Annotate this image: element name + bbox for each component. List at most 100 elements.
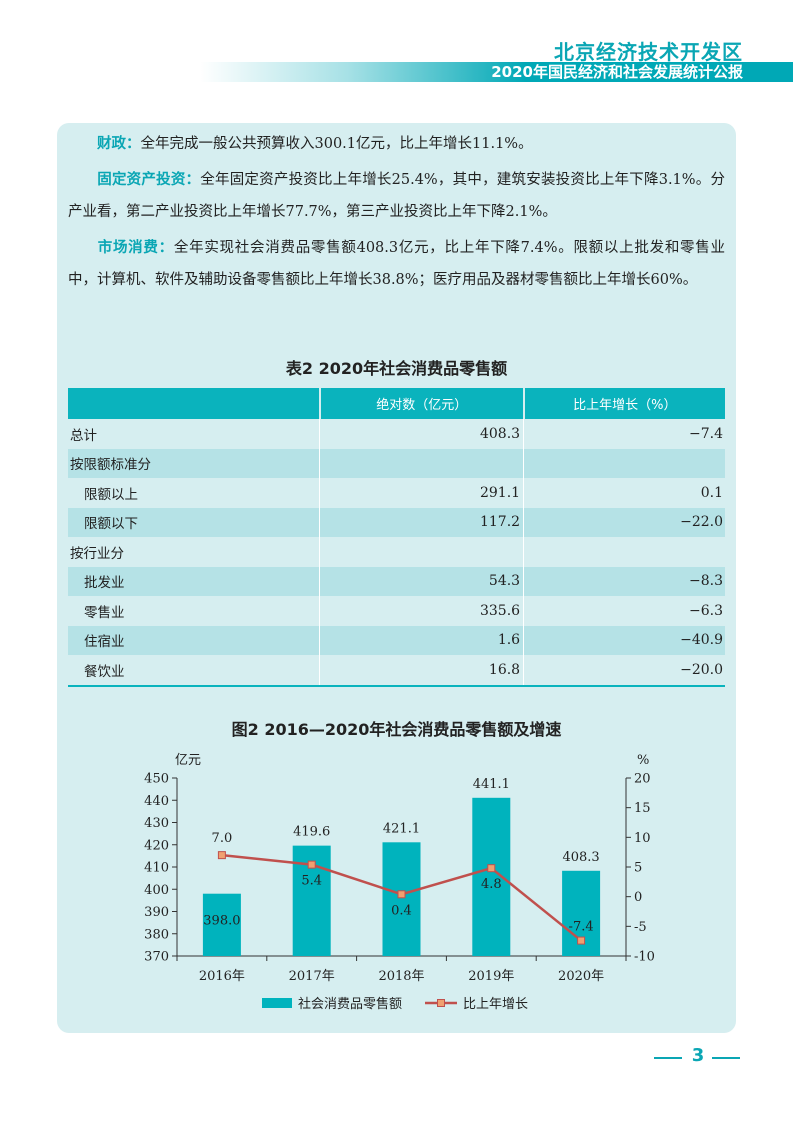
growth-marker — [487, 864, 496, 873]
y-right-tick-label: 0 — [634, 890, 642, 905]
table-header-cell — [68, 388, 320, 419]
bar — [382, 842, 421, 956]
paragraph-investment: 固定资产投资：全年固定资产投资比上年增长25.4%，其中，建筑安装投资比上年下降… — [68, 164, 725, 228]
table-title: 表2 2020年社会消费品零售额 — [285, 359, 508, 378]
row-growth — [523, 537, 725, 567]
x-tick-label: 2016年 — [199, 969, 245, 984]
paragraph-text: 全年完成一般公共预算收入300.1亿元，比上年增长11.1%。 — [140, 136, 533, 152]
report-header-subtitle: 2020年国民经济和社会发展统计公报 — [491, 63, 743, 81]
row-growth — [523, 448, 725, 478]
row-growth: −8.3 — [523, 566, 725, 596]
paragraph-text: 全年实现社会消费品零售额408.3亿元，比上年下降7.4%。限额以上批发和零售业… — [68, 240, 725, 288]
table-header-row: 绝对数（亿元） 比上年增长（%） — [68, 388, 725, 419]
row-growth: 0.1 — [523, 478, 725, 508]
y-left-tick-label: 430 — [144, 816, 169, 831]
line-data-label: 5.4 — [301, 874, 322, 889]
line-data-label: -7.4 — [569, 920, 594, 935]
row-growth: −6.3 — [523, 596, 725, 626]
x-tick-label: 2019年 — [468, 969, 514, 984]
legend-bar-label: 社会消费品零售额 — [298, 996, 402, 1012]
page-number-rule-left — [654, 1057, 682, 1059]
row-label: 零售业 — [84, 604, 125, 621]
y-left-tick-label: 390 — [144, 905, 169, 920]
row-value: 408.3 — [319, 419, 524, 449]
table-row: 按行业分 — [68, 537, 725, 567]
line-data-label: 7.0 — [212, 831, 233, 846]
y-right-tick-label: 10 — [634, 831, 651, 846]
row-label: 总计 — [70, 427, 97, 444]
y-left-tick-label: 450 — [144, 772, 169, 787]
x-tick-label: 2020年 — [558, 969, 604, 984]
y-right-tick-label: -5 — [634, 920, 647, 935]
paragraph-text: 全年固定资产投资比上年增长25.4%，其中，建筑安装投资比上年下降3.1%。分产… — [68, 172, 725, 220]
table-row: 限额以上 291.1 0.1 — [68, 478, 725, 508]
row-value: 335.6 — [319, 596, 524, 626]
chart-title: 图2 2016—2020年社会消费品零售额及增速 — [231, 720, 562, 739]
table-row: 批发业 54.3 −8.3 — [68, 566, 725, 596]
growth-marker — [217, 851, 226, 860]
row-value: 16.8 — [319, 655, 524, 687]
y-axis-left-label: 亿元 — [175, 753, 201, 768]
retail-sales-table: 绝对数（亿元） 比上年增长（%） 总计 408.3 −7.4 按限额标准分 限额… — [68, 388, 725, 687]
line-data-label: 0.4 — [391, 903, 412, 918]
row-value: 291.1 — [319, 478, 524, 508]
row-value: 54.3 — [319, 566, 524, 596]
y-right-tick-label: 15 — [634, 801, 651, 816]
y-right-tick-label: 20 — [634, 772, 651, 787]
table-row: 零售业 335.6 −6.3 — [68, 596, 725, 626]
chart-bars: 398.0 419.6 421.1 441.1 408.3 — [202, 777, 601, 956]
y-right-tick-label: -10 — [634, 950, 655, 965]
y-axis-right-label: % — [637, 753, 649, 768]
growth-marker — [577, 936, 586, 945]
row-label: 按限额标准分 — [68, 448, 320, 478]
page-number: 3 — [691, 1045, 705, 1066]
legend-line-marker — [437, 999, 445, 1007]
x-tick-label: 2017年 — [289, 969, 335, 984]
y-left-tick-label: 370 — [144, 950, 169, 965]
x-tick-label: 2018年 — [378, 969, 424, 984]
bar — [202, 893, 241, 956]
row-value: 1.6 — [319, 625, 524, 655]
y-left-tick-label: 380 — [144, 927, 169, 942]
row-label: 按行业分 — [70, 545, 124, 562]
legend-line-label: 比上年增长 — [463, 997, 528, 1012]
growth-marker — [307, 860, 316, 869]
chart-line: 7.0 5.4 0.4 4.8 -7.4 — [212, 831, 594, 945]
legend-bar-swatch — [262, 998, 292, 1008]
y-left-tick-label: 410 — [144, 861, 169, 876]
bar-data-label: 398.0 — [203, 914, 240, 929]
report-header-title: 北京经济技术开发区 — [554, 40, 743, 64]
line-data-label: 4.8 — [481, 877, 502, 892]
bar-data-label: 419.6 — [293, 825, 330, 840]
row-label: 限额以上 — [84, 486, 138, 503]
paragraph-lead: 财政： — [97, 136, 141, 152]
y-right-tick-label: 5 — [634, 861, 642, 876]
bar-data-label: 408.3 — [562, 850, 599, 865]
row-label: 限额以下 — [68, 507, 320, 537]
row-value — [319, 537, 524, 567]
row-growth: −20.0 — [523, 655, 725, 687]
y-left-tick-label: 400 — [144, 883, 169, 898]
header-band — [200, 62, 793, 82]
y-left-tick-label: 420 — [144, 838, 169, 853]
paragraph-lead: 固定资产投资： — [97, 172, 201, 188]
growth-marker — [397, 890, 406, 899]
table-header-cell: 比上年增长（%） — [522, 388, 725, 419]
row-label: 餐饮业 — [68, 655, 320, 687]
row-growth: −40.9 — [523, 625, 725, 655]
paragraph-finance: 财政：全年完成一般公共预算收入300.1亿元，比上年增长11.1%。 — [68, 128, 725, 160]
chart-legend: 社会消费品零售额 比上年增长 — [262, 996, 528, 1012]
table-row: 总计 408.3 −7.4 — [68, 419, 725, 449]
row-growth: −7.4 — [523, 419, 725, 449]
bar-data-label: 441.1 — [473, 777, 510, 792]
row-label: 住宿业 — [68, 625, 320, 655]
row-label: 批发业 — [68, 566, 320, 596]
row-growth: −22.0 — [523, 507, 725, 537]
table-row: 住宿业 1.6 −40.9 — [68, 625, 725, 655]
table-row: 餐饮业 16.8 −20.0 — [68, 655, 725, 687]
row-value — [319, 448, 524, 478]
table-row: 按限额标准分 — [68, 448, 725, 478]
page-number-rule-right — [712, 1057, 740, 1059]
bar-data-label: 421.1 — [383, 821, 420, 836]
paragraph-consumption: 市场消费：全年实现社会消费品零售额408.3亿元，比上年下降7.4%。限额以上批… — [68, 232, 725, 296]
